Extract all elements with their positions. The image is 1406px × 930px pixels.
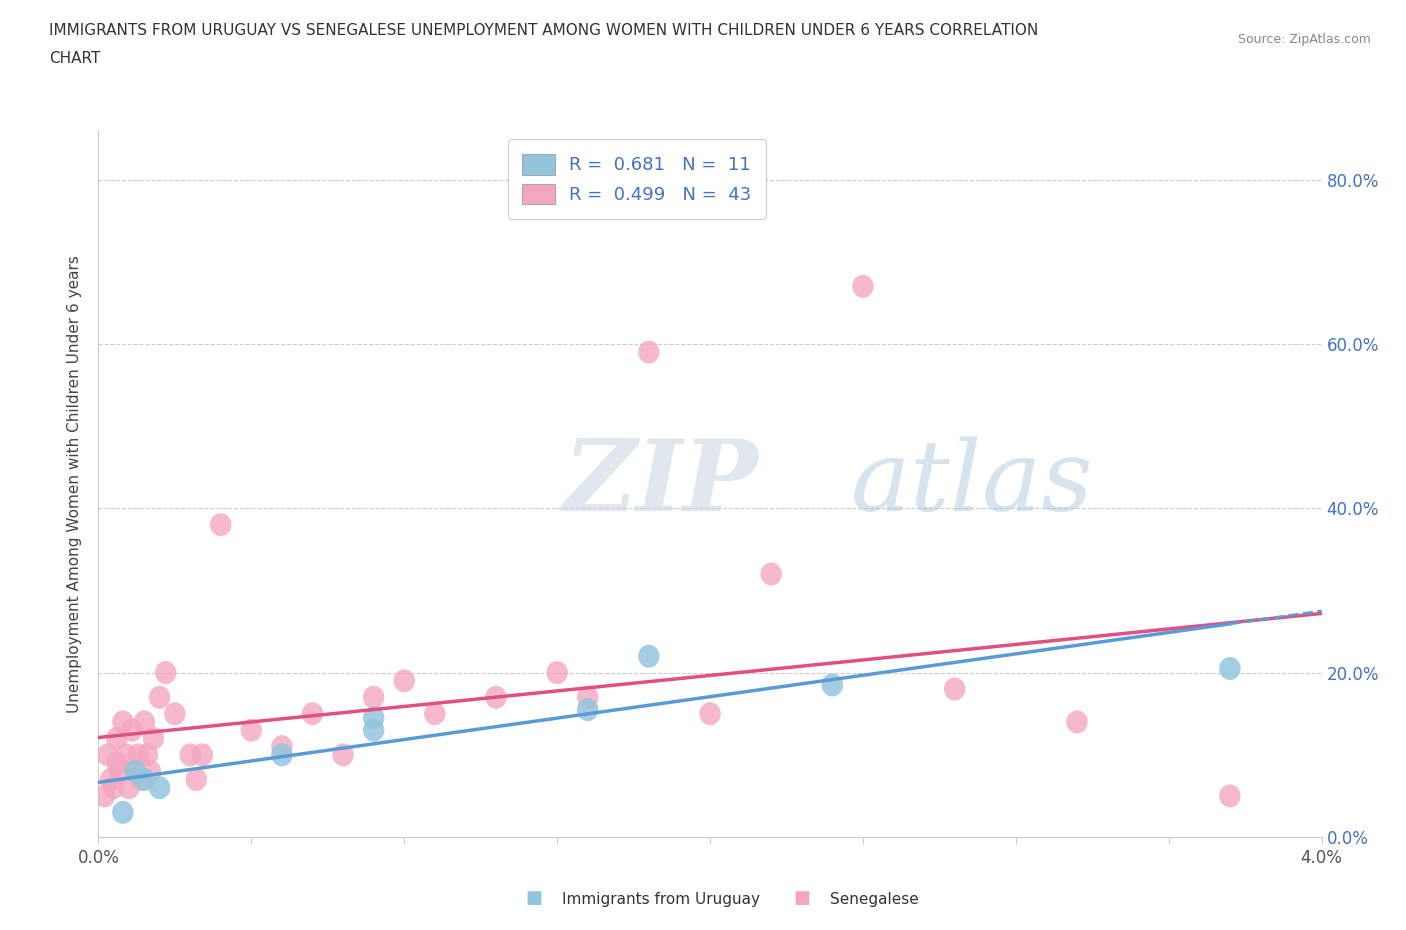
Y-axis label: Unemployment Among Women with Children Under 6 years: Unemployment Among Women with Children U… — [67, 255, 83, 712]
Text: ZIP: ZIP — [564, 435, 758, 532]
Text: ■: ■ — [793, 889, 810, 907]
Legend: R =  0.681   N =  11, R =  0.499   N =  43: R = 0.681 N = 11, R = 0.499 N = 43 — [508, 140, 766, 219]
Text: Immigrants from Uruguay: Immigrants from Uruguay — [562, 892, 761, 907]
Text: Source: ZipAtlas.com: Source: ZipAtlas.com — [1237, 33, 1371, 46]
Text: atlas: atlas — [851, 436, 1094, 531]
Text: ■: ■ — [526, 889, 543, 907]
Text: Senegalese: Senegalese — [830, 892, 918, 907]
Text: IMMIGRANTS FROM URUGUAY VS SENEGALESE UNEMPLOYMENT AMONG WOMEN WITH CHILDREN UND: IMMIGRANTS FROM URUGUAY VS SENEGALESE UN… — [49, 23, 1039, 38]
Text: CHART: CHART — [49, 51, 101, 66]
